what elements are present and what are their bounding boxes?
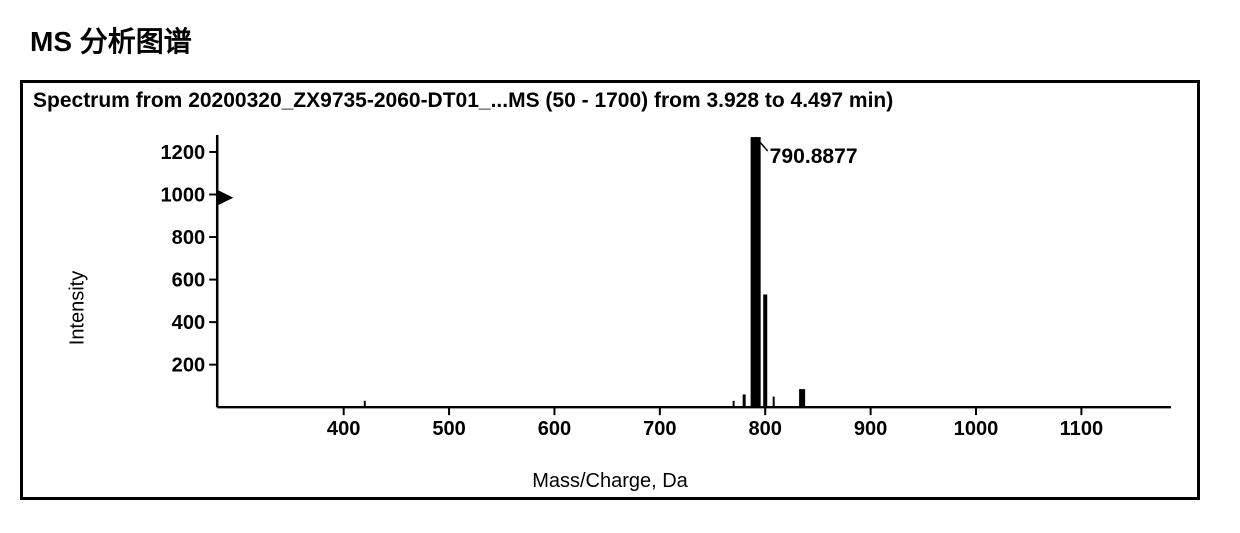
y-axis-label: Intensity xyxy=(67,271,90,345)
x-tick-label: 500 xyxy=(432,418,466,440)
y-axis-arrow-icon xyxy=(217,190,233,206)
x-tick-label: 400 xyxy=(327,418,361,440)
spectrum-peak xyxy=(773,397,775,408)
x-tick-label: 700 xyxy=(643,418,677,440)
y-tick-label: 400 xyxy=(172,312,206,334)
spectrum-title: Spectrum from 20200320_ZX9735-2060-DT01_… xyxy=(23,83,1197,115)
spectrum-peak xyxy=(364,401,366,407)
spectrum-chart-frame: Spectrum from 20200320_ZX9735-2060-DT01_… xyxy=(20,80,1200,500)
y-tick-label: 800 xyxy=(172,227,206,249)
y-tick-label: 1000 xyxy=(160,185,205,207)
x-tick-label: 900 xyxy=(854,418,888,440)
peak-label: 790.8877 xyxy=(770,145,858,168)
y-tick-label: 200 xyxy=(172,355,206,377)
page-title: MS 分析图谱 xyxy=(30,20,1220,60)
spectrum-peak xyxy=(799,389,805,407)
x-tick-label: 1000 xyxy=(954,418,999,440)
y-tick-label: 1200 xyxy=(160,142,205,164)
x-axis-label: Mass/Charge, Da xyxy=(532,470,688,493)
x-tick-label: 800 xyxy=(748,418,782,440)
x-tick-label: 600 xyxy=(538,418,572,440)
spectrum-peak xyxy=(751,137,761,407)
spectrum-svg: 200 400 600 800 1000 1200 400 500 600 700 800 900 10… xyxy=(163,129,1177,437)
spectrum-peak xyxy=(733,401,735,407)
x-tick-label: 1100 xyxy=(1060,418,1104,440)
plot-area: 200 400 600 800 1000 1200 400 500 600 700 800 900 10… xyxy=(163,129,1177,437)
spectrum-peak xyxy=(743,394,746,407)
plot-wrap: Intensity Mass/Charge, Da 200 400 600 800 10… xyxy=(23,119,1197,497)
y-tick-label: 600 xyxy=(172,270,206,292)
spectrum-peak xyxy=(763,294,767,407)
